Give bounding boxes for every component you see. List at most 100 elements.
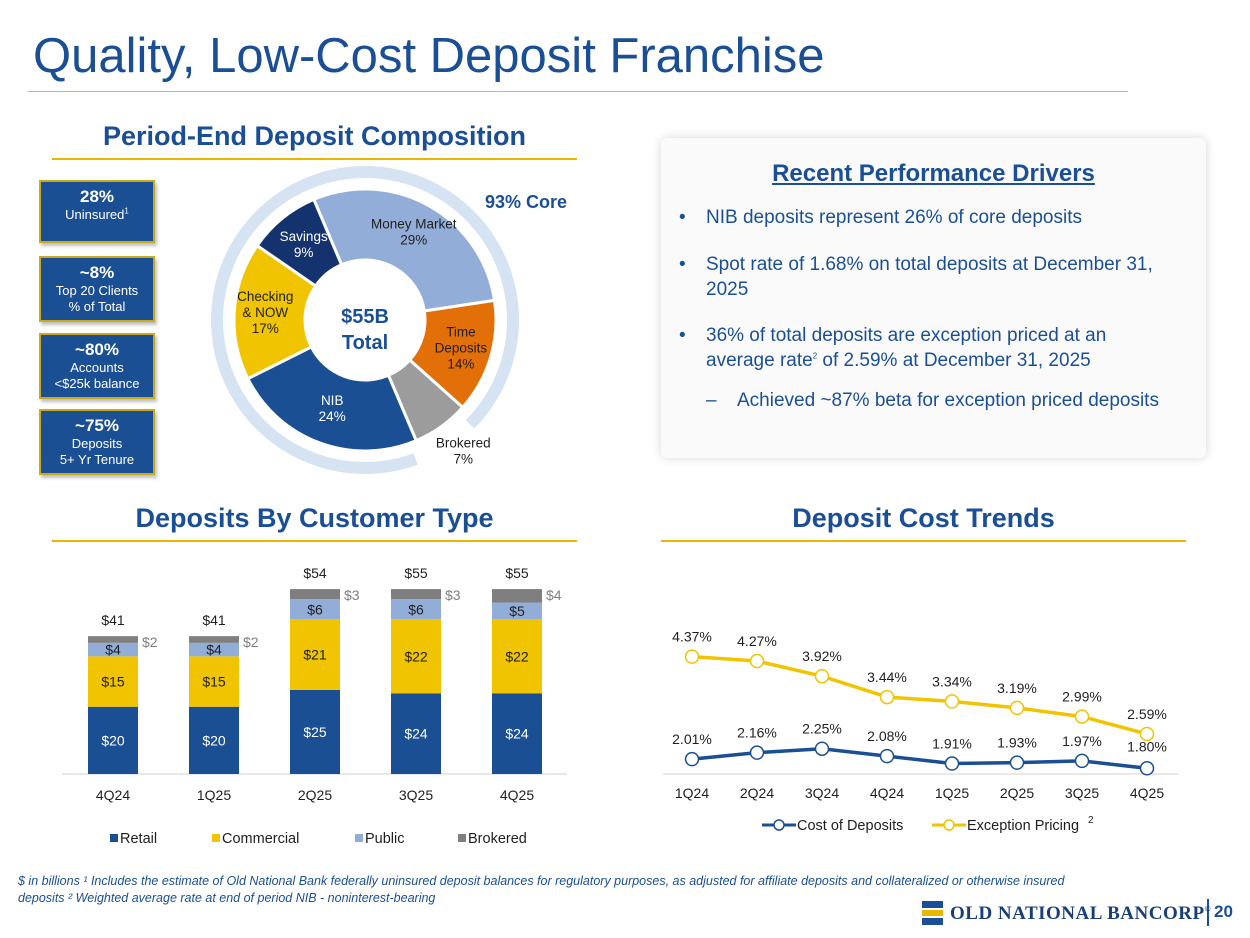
series-value-label: 3.34% — [932, 673, 972, 689]
sub-bullet-text: Achieved ~87% beta for exception priced … — [737, 390, 1159, 411]
legend-label-brokered: Brokered — [468, 831, 527, 847]
x-tick-label: 2Q24 — [740, 785, 774, 801]
series-point — [1074, 753, 1090, 769]
logo-text: OLD NATIONAL BANCORP — [950, 903, 1205, 924]
bar-value-label: $15 — [101, 674, 125, 690]
stat-label: Deposits — [71, 436, 123, 451]
footnote-line-1: $ in billions ¹ Includes the estimate of… — [18, 874, 1065, 888]
stat-value: ~75% — [75, 416, 119, 435]
bar-segment-brokered — [391, 589, 441, 600]
series-value-label: 1.93% — [997, 735, 1037, 751]
series-point — [1009, 700, 1025, 716]
series-point — [684, 751, 700, 767]
page-title: Quality, Low-Cost Deposit Franchise — [33, 29, 825, 83]
drivers-title: Recent Performance Drivers — [772, 160, 1095, 187]
series-value-label: 2.01% — [672, 731, 712, 747]
donut-slice-label-line: Brokered — [436, 435, 491, 450]
bar-value-label: $6 — [307, 601, 323, 617]
composition-title: Period-End Deposit Composition — [103, 121, 526, 151]
x-tick-label: 3Q25 — [399, 787, 433, 803]
title-divider — [28, 91, 1128, 92]
bar-value-label: $25 — [303, 724, 327, 740]
series-value-label: 2.08% — [867, 728, 907, 744]
bar-value-label-brokered: $2 — [142, 634, 158, 650]
bar-value-label: $4 — [105, 642, 121, 658]
donut-slice-label-line: 24% — [319, 409, 346, 424]
bullet-marker: • — [679, 207, 686, 228]
cost-title: Deposit Cost Trends — [792, 503, 1055, 533]
series-value-label: 4.37% — [672, 629, 712, 645]
stat-box-accounts: ~80% Accounts <$25k balance — [39, 333, 155, 399]
stat-box-tenure: ~75% Deposits 5+ Yr Tenure — [39, 409, 155, 475]
customer-divider — [52, 540, 577, 542]
bar-segment-commercial — [492, 619, 542, 694]
x-tick-label: 3Q24 — [805, 785, 839, 801]
composition-divider — [52, 158, 577, 160]
bar-value-label-brokered: $3 — [344, 587, 360, 603]
bar-segment-commercial — [189, 656, 239, 707]
series-point — [1009, 755, 1025, 770]
legend-label-public: Public — [365, 831, 405, 847]
core-label: 93% Core — [485, 192, 567, 212]
x-tick-label: 4Q25 — [500, 787, 534, 803]
bar-segment-brokered — [290, 589, 340, 600]
x-tick-label: 2Q25 — [298, 787, 332, 803]
sub-bullet-marker: – — [706, 390, 717, 411]
donut-center-caption: Total — [342, 332, 388, 354]
donut-slice-label-3: NIB 24% — [319, 393, 346, 424]
bar-value-label: $24 — [505, 726, 529, 742]
legend-marker — [943, 819, 955, 831]
bar-segment-commercial — [88, 656, 138, 707]
legend-label: Cost of Deposits — [797, 818, 903, 834]
bar-segment-commercial — [290, 619, 340, 690]
customer-title: Deposits By Customer Type — [135, 503, 494, 533]
donut-hole — [305, 260, 425, 380]
composition-donut-chart: $55B Total Money Market 29% Time Deposits 14… — [210, 166, 567, 475]
legend-footnote-ref: 2 — [1088, 815, 1094, 826]
series-point — [879, 748, 895, 764]
bar-segment-commercial — [391, 619, 441, 694]
donut-slice-label-4: Checking & NOW 17% — [237, 289, 293, 336]
x-tick-label: 2Q25 — [1000, 785, 1034, 801]
series-point — [944, 694, 960, 709]
bar-value-label-brokered: $2 — [243, 634, 259, 650]
series-value-label: 2.16% — [737, 725, 777, 741]
stat-label-2: 5+ Yr Tenure — [59, 452, 135, 467]
legend-swatch-public — [355, 834, 363, 842]
bar-segment-retail — [189, 706, 239, 774]
donut-slice-label-line: 29% — [400, 233, 427, 248]
bullet-text: Spot rate of 1.68% on total deposits at … — [706, 254, 1153, 275]
x-tick-label: 1Q25 — [197, 787, 231, 803]
x-tick-label: 1Q24 — [675, 785, 709, 801]
bullet-text: NIB deposits represent 26% of core depos… — [706, 207, 1082, 228]
bar-segment-retail — [290, 689, 340, 774]
bar-total-label: $55 — [404, 565, 428, 581]
bar-segment-public — [290, 599, 340, 620]
footnote-line-2: deposits ² Weighted average rate at end … — [18, 891, 436, 905]
legend-swatch-brokered — [458, 834, 466, 842]
bar-value-label: $5 — [509, 603, 525, 619]
cost-divider — [661, 540, 1186, 542]
bar-value-label: $22 — [505, 648, 529, 664]
series-point — [749, 745, 765, 760]
stat-value: ~8% — [79, 263, 115, 282]
bar-segment-public — [391, 599, 441, 620]
donut-slice-label-5: Savings 9% — [280, 229, 328, 260]
series-point — [944, 756, 960, 771]
bullet-text-2a: average rate — [706, 350, 813, 371]
bar-segment-retail — [391, 693, 441, 774]
bar-segment-brokered — [88, 636, 138, 643]
logo-mark-icon — [922, 901, 943, 925]
donut-center-value: $55B — [341, 306, 389, 328]
bar-segment-brokered — [492, 589, 542, 603]
bar-value-label: $15 — [202, 674, 226, 690]
bar-value-label: $21 — [303, 647, 327, 663]
stat-label-2: <$25k balance — [54, 376, 140, 391]
legend-swatch-retail — [110, 834, 118, 842]
x-tick-label: 4Q24 — [870, 785, 904, 801]
bar-segment-brokered — [189, 636, 239, 643]
bar-segment-public — [492, 602, 542, 620]
donut-slice-label-1: Time Deposits 14% — [435, 325, 488, 372]
donut-slice-label-2: Brokered 7% — [436, 435, 491, 466]
donut-slice-label-line: Time — [446, 325, 476, 340]
